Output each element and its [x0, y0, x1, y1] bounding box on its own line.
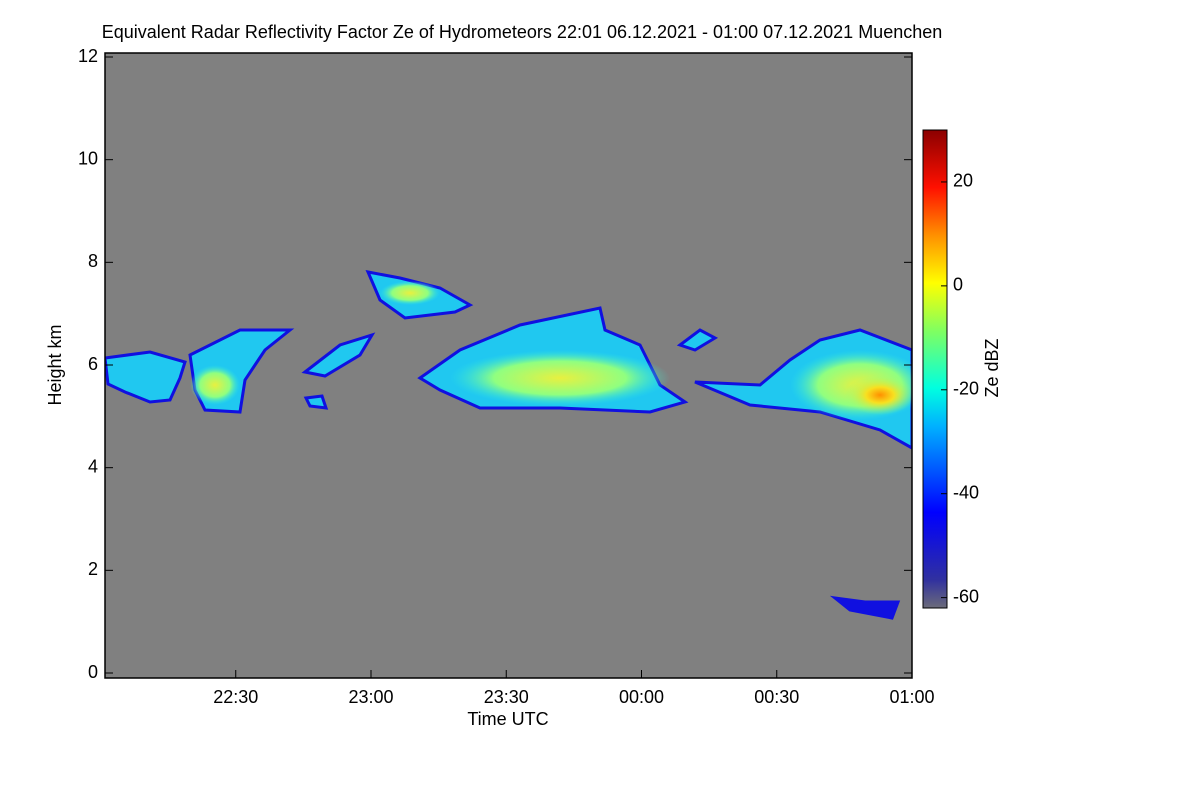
echo [301, 332, 376, 378]
echo [676, 328, 719, 352]
colorbar-tick-label: -20 [953, 379, 979, 399]
echo-core [845, 375, 912, 415]
colorbar-tick-label: -60 [953, 586, 979, 606]
y-tick-label: 2 [88, 559, 98, 579]
y-tick-label: 6 [88, 354, 98, 374]
x-tick-label: 23:30 [484, 687, 529, 707]
y-tick-label: 8 [88, 251, 98, 271]
y-tick-label: 4 [88, 456, 98, 476]
echo [303, 394, 329, 410]
colorbar [922, 129, 948, 609]
echo [829, 595, 901, 620]
x-tick-label: 23:00 [348, 687, 393, 707]
y-tick-label: 12 [78, 46, 98, 66]
chart-title: Equivalent Radar Reflectivity Factor Ze … [102, 22, 943, 42]
echo-core [380, 281, 440, 305]
x-tick-label: 00:00 [619, 687, 664, 707]
colorbar-tick-label: 0 [953, 275, 963, 295]
echo-cores [190, 281, 912, 420]
echo-core [190, 365, 240, 405]
echo-core [450, 350, 670, 406]
x-axis-label: Time UTC [467, 709, 548, 729]
colorbar-label: Ze dBZ [982, 338, 1002, 397]
echo [105, 350, 187, 404]
y-axis-label: Height km [45, 324, 65, 405]
x-tick-label: 01:00 [889, 687, 934, 707]
colorbar-tick-label: 20 [953, 171, 973, 191]
x-tick-label: 00:30 [754, 687, 799, 707]
y-tick-label: 10 [78, 148, 98, 168]
x-tick-label: 22:30 [213, 687, 258, 707]
colorbar-tick-label: -40 [953, 482, 979, 502]
y-tick-label: 0 [88, 662, 98, 682]
